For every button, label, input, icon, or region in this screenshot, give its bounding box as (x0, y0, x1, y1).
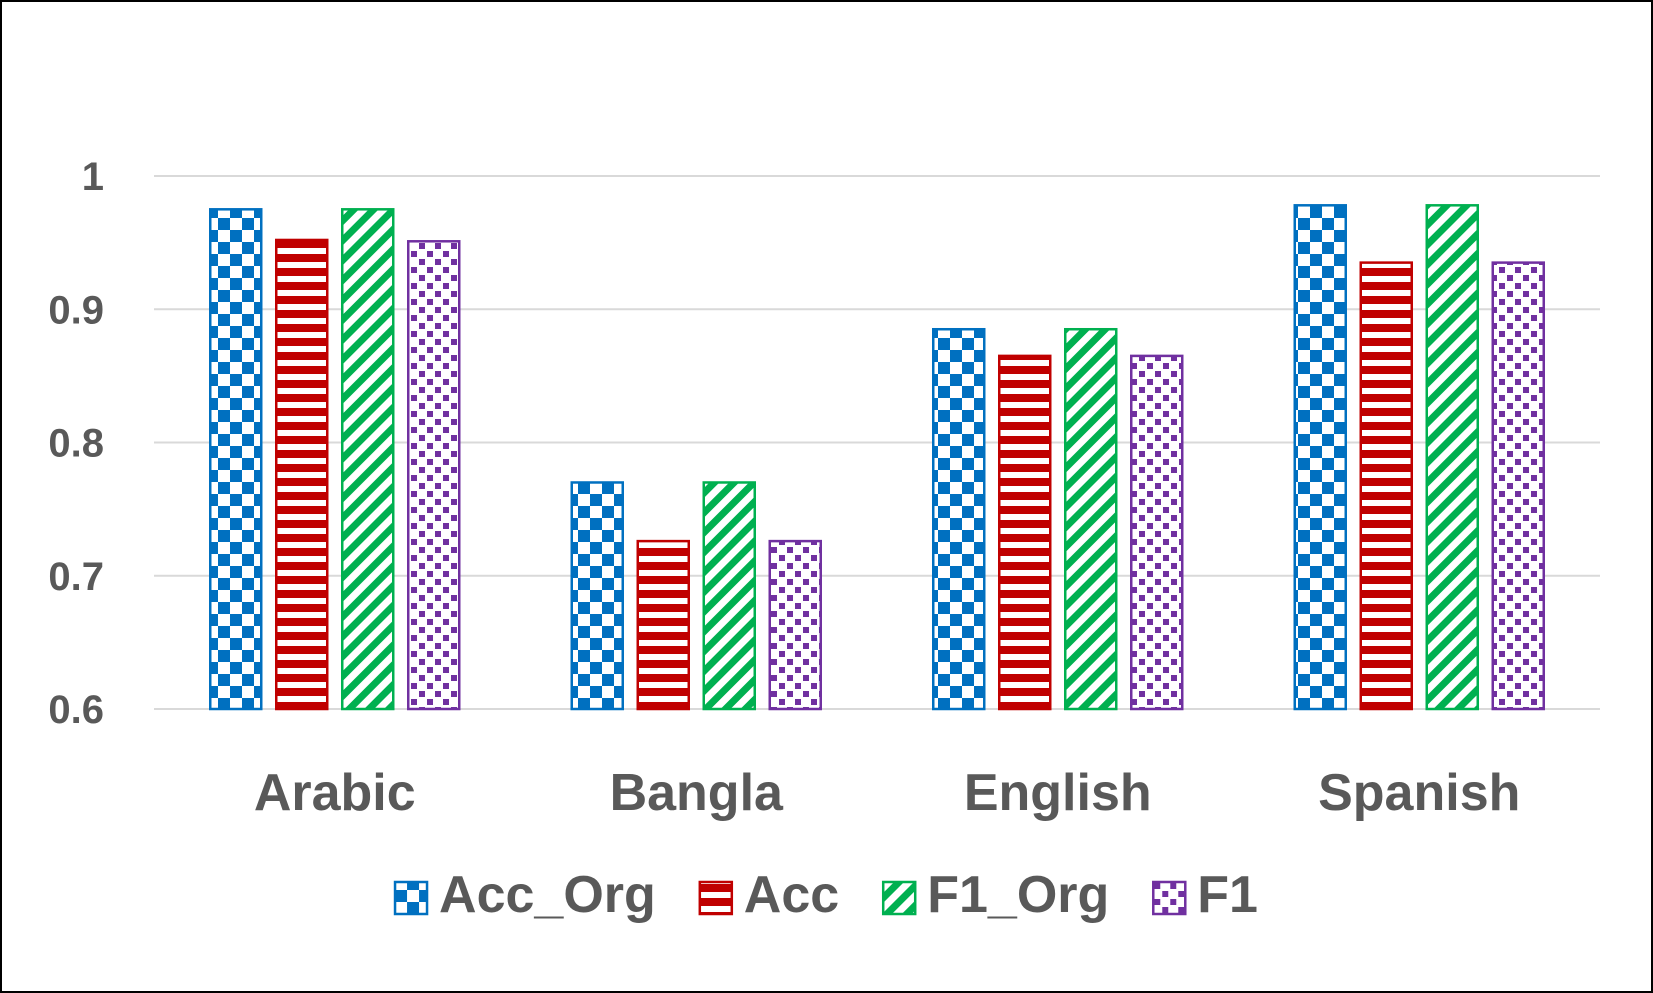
legend-item-f1-org: F1_Org (881, 866, 1109, 924)
legend-label: Acc_Org (439, 866, 656, 924)
legend-swatch (1152, 880, 1187, 916)
legend: Acc_Org Acc F1_Org F1 (393, 866, 1258, 924)
bar-acc-spanish (1359, 261, 1413, 711)
bars (209, 204, 1545, 711)
legend-label: F1_Org (927, 866, 1109, 924)
legend-item-acc-org: Acc_Org (393, 866, 656, 924)
x-tick-label: English (964, 764, 1152, 822)
bar-acc-org-english (932, 327, 986, 711)
bar-acc-org-bangla (570, 481, 624, 711)
legend-item-acc: Acc (698, 866, 839, 924)
bar-f1-org-english (1064, 327, 1118, 711)
x-tick-label: Arabic (254, 764, 416, 822)
bar-acc-english (998, 354, 1052, 711)
bar-f1-spanish (1491, 261, 1545, 711)
bar-acc-org-arabic (209, 208, 263, 711)
legend-swatch (881, 880, 917, 916)
y-tick-label: 0.9 (48, 288, 104, 332)
bar-f1-org-bangla (702, 481, 756, 711)
bar-f1-org-arabic (341, 208, 395, 711)
bar-f1-arabic (407, 240, 461, 711)
bar-f1-english (1130, 354, 1184, 711)
y-tick-label: 0.8 (48, 422, 104, 466)
bar-f1-org-spanish (1425, 204, 1479, 711)
y-tick-label: 1 (82, 155, 104, 199)
y-tick-label: 0.6 (48, 688, 104, 732)
x-axis-tick-labels: Arabic Bangla English Spanish (254, 764, 1521, 822)
y-axis-tick-labels: 0.6 0.7 0.8 0.9 1 (48, 155, 104, 732)
legend-swatch (698, 880, 734, 916)
legend-label: Acc (744, 866, 839, 924)
bar-f1-bangla (768, 539, 822, 711)
legend-swatch (393, 880, 429, 916)
x-tick-label: Bangla (610, 764, 784, 822)
bar-acc-org-spanish (1293, 204, 1347, 711)
legend-item-f1: F1 (1152, 866, 1258, 924)
x-tick-label: Spanish (1318, 764, 1520, 822)
legend-label: F1 (1197, 866, 1258, 924)
bar-acc-arabic (275, 238, 329, 711)
bar-acc-bangla (636, 539, 690, 711)
y-tick-label: 0.7 (48, 555, 104, 599)
gridlines (154, 175, 1600, 710)
